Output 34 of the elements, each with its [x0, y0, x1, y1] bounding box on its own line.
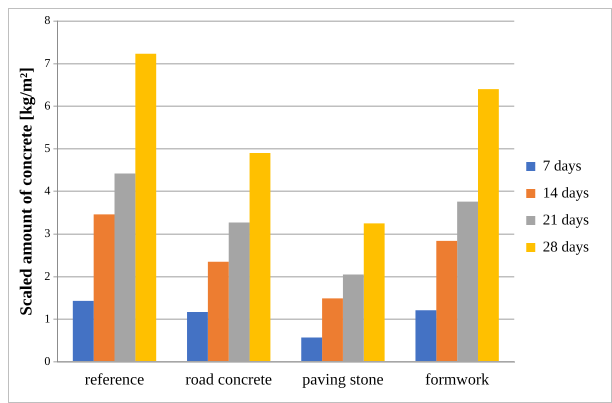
bar	[135, 54, 156, 362]
bar	[228, 222, 250, 362]
legend-label: 28 days	[542, 239, 590, 256]
bar	[250, 153, 270, 362]
bar	[415, 310, 436, 362]
bar	[208, 262, 229, 362]
x-tick-label: reference	[84, 372, 144, 389]
bar	[342, 274, 364, 362]
bar	[72, 300, 94, 362]
y-tick-label: 8	[44, 13, 50, 28]
legend-label: 21 days	[542, 212, 590, 228]
bar	[114, 174, 136, 362]
y-tick-label: 3	[44, 226, 50, 240]
bar	[364, 223, 385, 362]
bar	[478, 89, 499, 362]
y-tick-label: 5	[44, 140, 50, 155]
y-tick-label: 4	[44, 184, 50, 198]
y-tick-label: 6	[44, 98, 50, 112]
y-tick-label: 2	[44, 268, 50, 283]
x-tick-label: road concrete	[185, 372, 272, 389]
bar	[322, 298, 343, 362]
legend-label: 7 days	[542, 158, 582, 174]
y-axis-title: Scaled amount of concrete [kg/m²]	[16, 67, 36, 316]
bar	[436, 240, 458, 362]
x-tick-label: formwork	[425, 372, 490, 389]
bar	[301, 338, 322, 362]
bar	[187, 312, 208, 362]
y-tick-label: 1	[44, 311, 50, 326]
bar	[94, 214, 115, 362]
y-tick-label: 7	[44, 56, 50, 70]
x-tick-label: paving stone	[302, 372, 384, 389]
y-tick-label: 0	[44, 354, 50, 368]
bar	[457, 202, 478, 362]
legend-label: 14 days	[542, 185, 590, 202]
